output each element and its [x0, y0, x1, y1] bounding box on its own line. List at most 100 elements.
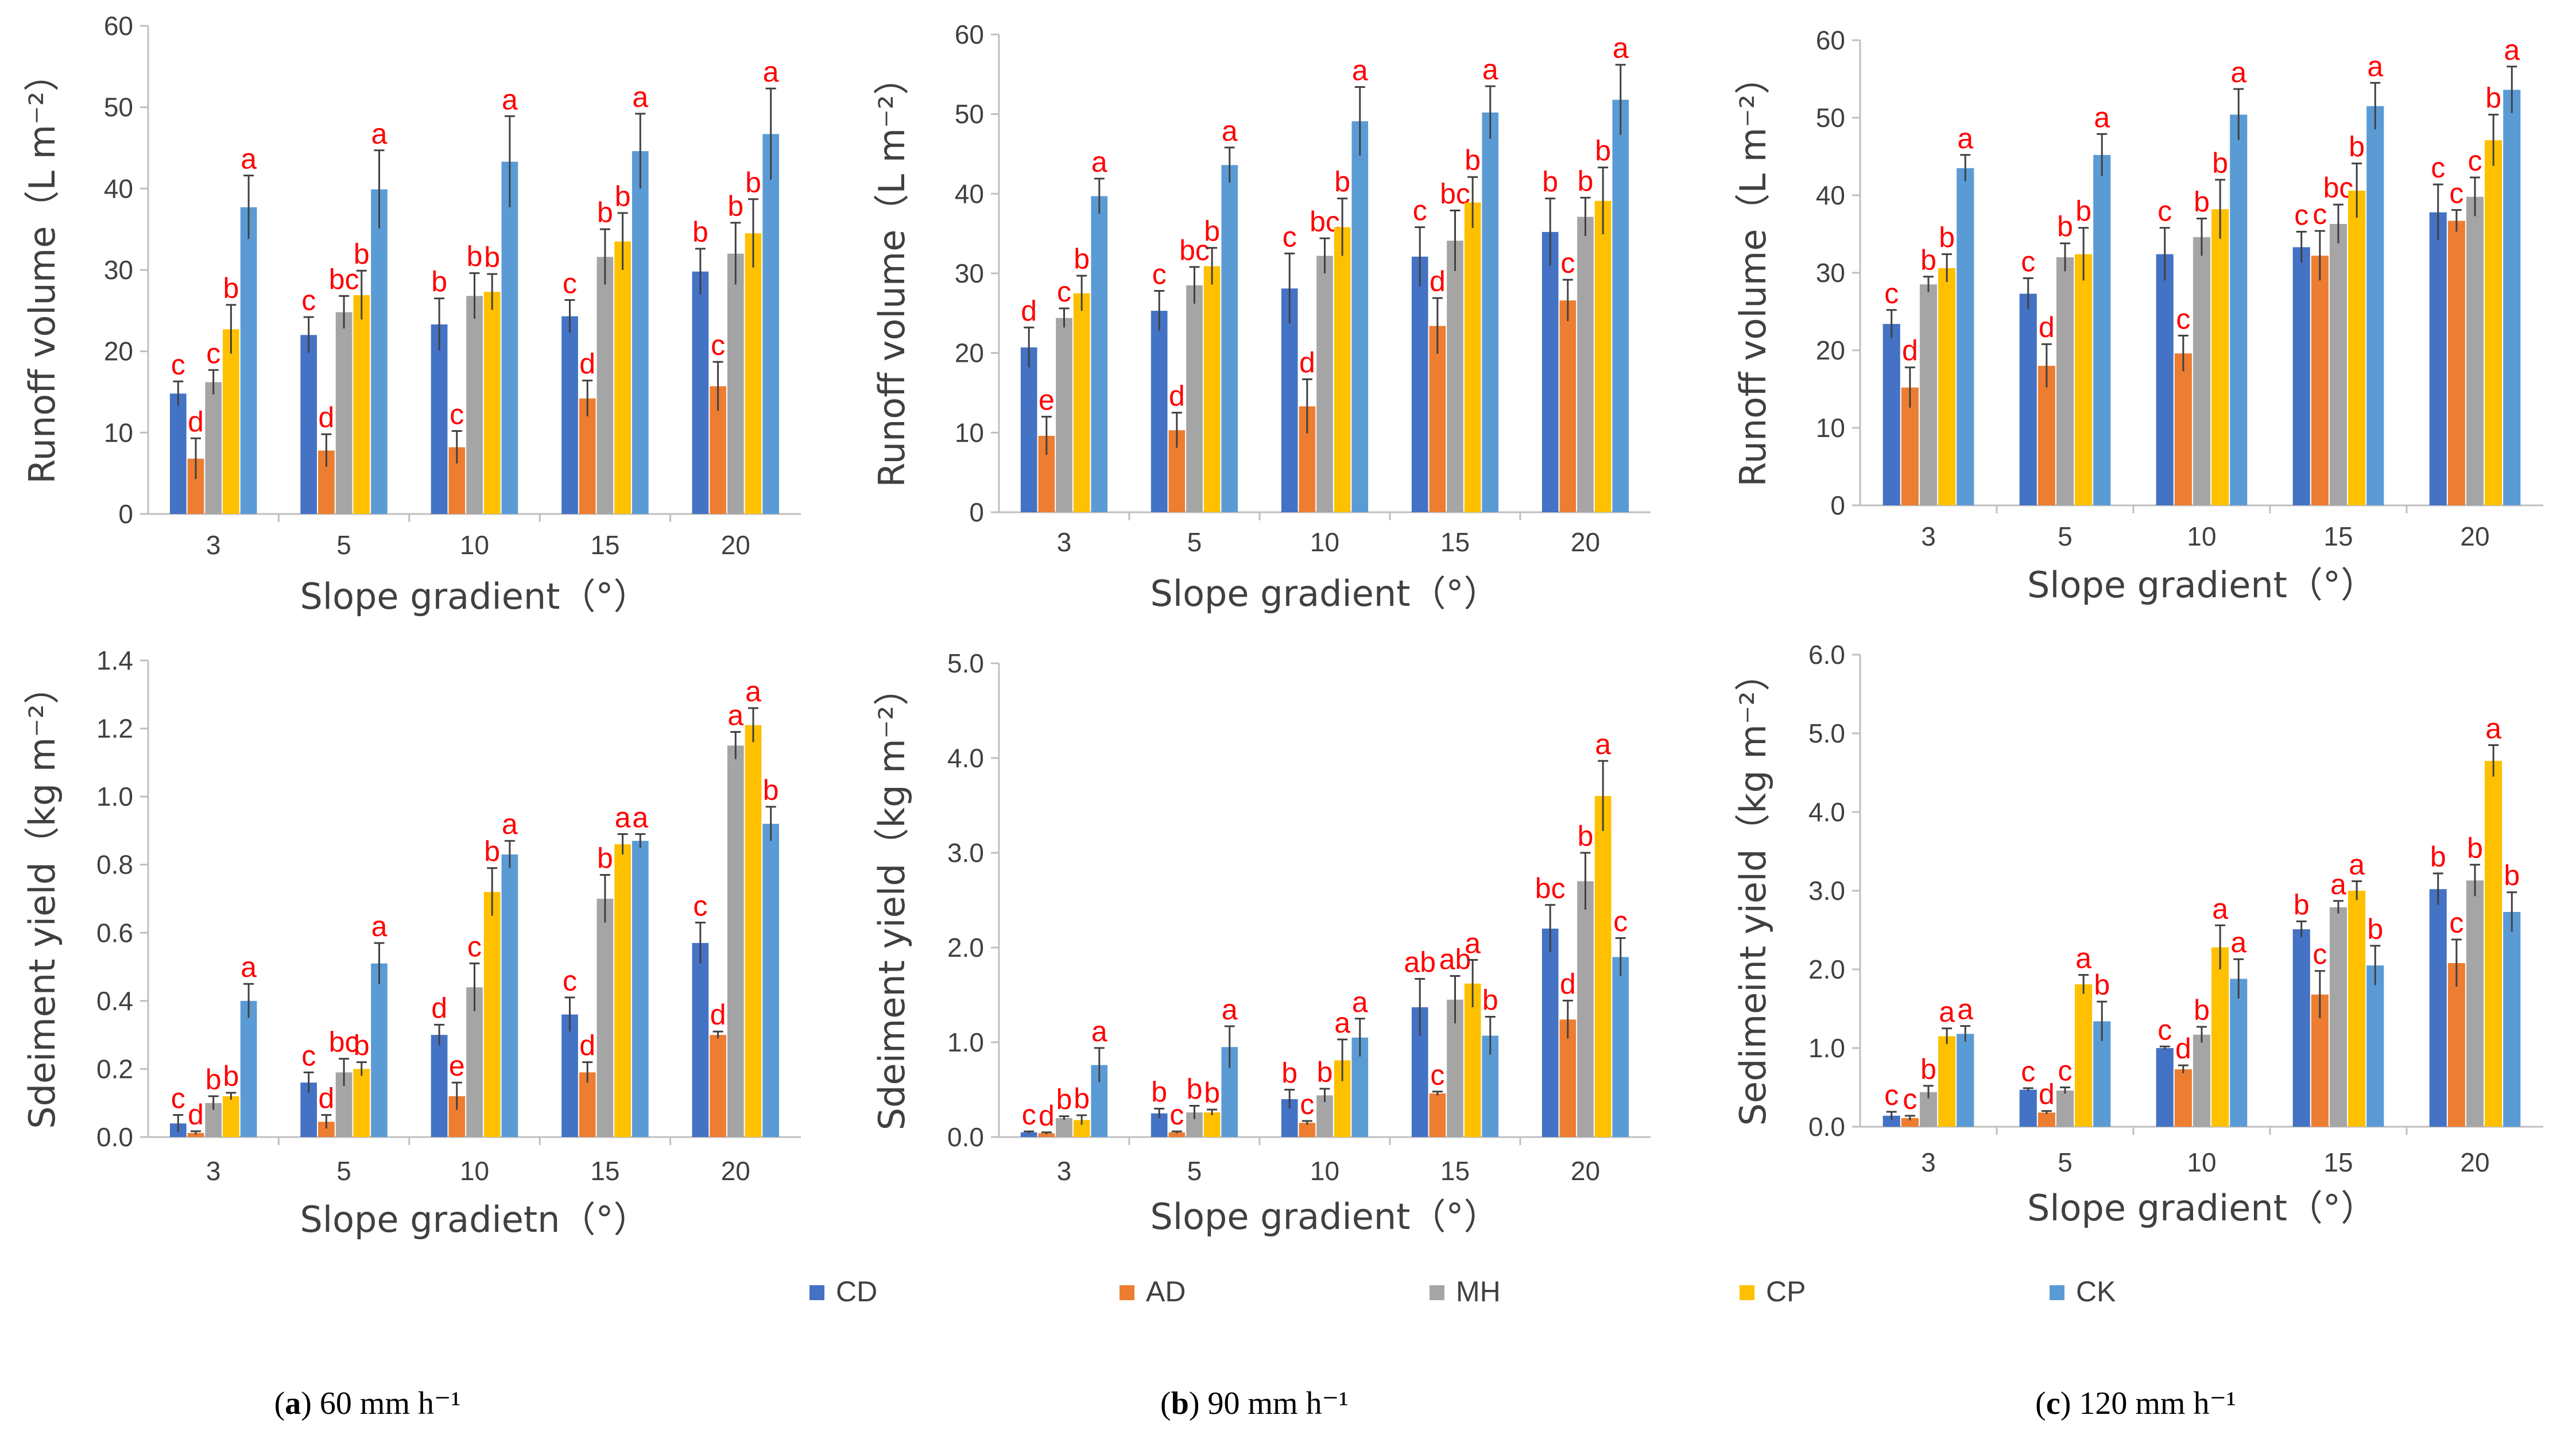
bar-CK: [240, 1000, 257, 1137]
significance-letter: a: [241, 951, 257, 983]
significance-letter: bc: [1535, 872, 1566, 904]
significance-letter: b: [692, 216, 708, 248]
y-tick-label: 1.0: [947, 1027, 984, 1057]
y-tick-label: 2.0: [1808, 954, 1845, 984]
x-tick-label: 5: [2058, 1147, 2073, 1177]
x-tick-label: 20: [2460, 1147, 2489, 1177]
bar-MH: [2192, 1034, 2211, 1127]
bar-CP: [353, 1069, 370, 1137]
bar-MH: [1316, 1095, 1333, 1137]
significance-letter: a: [632, 801, 648, 833]
significance-letter: a: [2330, 868, 2346, 900]
bar-CK: [1482, 112, 1499, 513]
y-tick-label: 0.0: [1808, 1112, 1845, 1142]
y-tick-label: 40: [104, 173, 133, 203]
bar-CP: [2485, 140, 2503, 505]
bar-AD: [2037, 1112, 2055, 1127]
x-tick-label: 3: [1921, 521, 1936, 551]
x-tick-label: 3: [1921, 1147, 1936, 1177]
significance-letter: b: [2094, 969, 2110, 1001]
bar-CD: [1882, 1115, 1900, 1127]
bar-CK: [371, 189, 388, 514]
significance-letter: b: [615, 180, 631, 212]
bar-MH: [727, 253, 744, 514]
legend: CD AD MH CP CK: [809, 1275, 2116, 1308]
significance-letter: c: [2021, 1056, 2035, 1088]
significance-letter: b: [1074, 243, 1090, 275]
significance-letter: c: [1903, 1083, 1917, 1115]
bar-CP: [745, 233, 762, 514]
legend-swatch-CD: [809, 1285, 824, 1300]
significance-letter: d: [318, 401, 334, 434]
significance-letter: c: [563, 965, 577, 997]
significance-letter: b: [1465, 144, 1481, 176]
significance-letter: b: [1151, 1076, 1167, 1108]
significance-letter: c: [301, 1039, 316, 1072]
y-tick-label: 0: [1830, 490, 1845, 520]
significance-letter: d: [710, 999, 726, 1031]
significance-letter: d: [431, 992, 447, 1024]
significance-letter: a: [745, 675, 761, 708]
significance-letter: ab: [1404, 946, 1436, 978]
significance-letter: a: [1595, 728, 1611, 760]
bar-CD: [561, 316, 578, 514]
bar-CK: [2503, 90, 2521, 505]
significance-letter: d: [188, 405, 204, 438]
bar-CP: [223, 329, 239, 514]
significance-letter: d: [1039, 1100, 1055, 1132]
bar-CD: [1020, 347, 1037, 512]
y-tick-label: 50: [1816, 103, 1845, 133]
significance-letter: d: [1169, 380, 1185, 412]
significance-letter: c: [2021, 245, 2035, 277]
x-tick-label: 20: [2460, 521, 2489, 551]
bar-CD: [1020, 1132, 1037, 1137]
x-axis-title: Slope gradient（°）: [2027, 1187, 2376, 1229]
significance-letter: b: [2294, 888, 2310, 921]
bar-CK: [1221, 165, 1238, 512]
significance-letter: a: [1482, 53, 1498, 86]
bar-CP: [1464, 983, 1481, 1137]
bar-MH: [2466, 196, 2484, 505]
y-tick-label: 40: [955, 179, 984, 208]
bar-AD: [2447, 963, 2465, 1127]
y-tick-label: 30: [104, 255, 133, 285]
significance-letter: c: [711, 329, 725, 361]
significance-letter: b: [1542, 166, 1558, 198]
significance-letter: b: [484, 241, 500, 273]
x-tick-label: 5: [2058, 521, 2073, 551]
significance-letter: c: [1560, 247, 1575, 279]
bar-AD: [2037, 366, 2055, 505]
bar-CP: [1938, 1036, 1956, 1127]
significance-letter: b: [1920, 244, 1936, 276]
bar-CD: [2019, 293, 2037, 505]
bar-AD: [579, 1072, 596, 1137]
significance-letter: a: [2504, 34, 2520, 66]
significance-letter: b: [1187, 1073, 1203, 1105]
significance-letter: b: [1578, 165, 1594, 197]
significance-letter: d: [2039, 1078, 2055, 1111]
bar-CP: [223, 1096, 239, 1137]
bar-CP: [2075, 254, 2093, 505]
bar-CD: [2156, 1048, 2174, 1127]
bar-CP: [2075, 984, 2093, 1127]
caption-text: ) 60 mm h⁻¹: [301, 1386, 460, 1421]
bar-MH: [2329, 223, 2348, 505]
significance-letter: a: [1091, 146, 1107, 178]
bar-CD: [1151, 311, 1168, 512]
bar-CP: [614, 241, 631, 514]
panel-caption: (a) 60 mm h⁻¹: [274, 1386, 461, 1421]
bar-CP: [1073, 293, 1090, 512]
bar-AD: [1299, 1123, 1316, 1137]
bar-CK: [1612, 957, 1629, 1137]
x-axis-title: Slope gradient（°）: [1151, 573, 1500, 614]
y-tick-label: 10: [1816, 413, 1845, 443]
significance-letter: c: [1022, 1099, 1036, 1131]
bar-CD: [300, 335, 317, 514]
significance-letter: bc: [329, 1026, 359, 1058]
x-tick-label: 10: [460, 530, 489, 560]
significance-letter: b: [354, 238, 370, 270]
bar-CP: [483, 292, 501, 514]
y-tick-label: 30: [955, 258, 984, 288]
